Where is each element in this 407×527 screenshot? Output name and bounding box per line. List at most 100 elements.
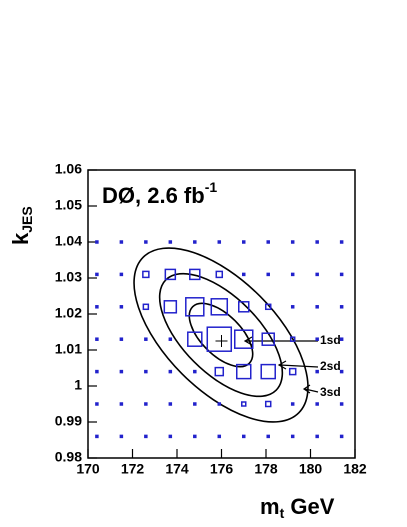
box [119, 272, 124, 277]
box [264, 400, 272, 408]
y-label-sub: JES [19, 206, 35, 232]
y-tick-label: 1.02 [55, 305, 82, 321]
y-label-main: k [8, 232, 33, 245]
box [95, 337, 99, 341]
box [217, 402, 222, 406]
box [168, 369, 173, 374]
box [315, 402, 319, 406]
box [95, 434, 99, 439]
box [266, 434, 270, 439]
contour-label: 3sd [320, 385, 341, 399]
box [290, 402, 295, 406]
box [193, 240, 197, 244]
box [339, 305, 344, 309]
box [163, 300, 178, 314]
box [315, 240, 319, 244]
box [289, 336, 296, 342]
box [242, 272, 246, 277]
contour-3sd [133, 247, 309, 423]
box [214, 366, 225, 377]
arrow-2sd [277, 360, 319, 370]
box [315, 305, 319, 309]
best-fit-marker [215, 335, 228, 347]
box [236, 363, 252, 380]
box [290, 305, 295, 309]
box [142, 303, 150, 311]
box [238, 301, 250, 313]
box [339, 240, 344, 244]
y-tick-label: 1.04 [55, 233, 82, 249]
box [142, 270, 150, 279]
box [119, 402, 124, 406]
x-tick-label: 172 [121, 461, 145, 477]
box [144, 369, 148, 374]
box [261, 332, 275, 346]
box [168, 434, 173, 439]
box [242, 434, 246, 439]
box [168, 402, 173, 406]
x-tick-label: 170 [76, 461, 100, 477]
y-tick-label: 1.06 [55, 161, 82, 177]
box [164, 268, 177, 281]
x-tick-label: 176 [210, 461, 234, 477]
box [119, 369, 124, 374]
box [189, 268, 201, 281]
box [260, 363, 276, 380]
box [241, 401, 247, 407]
box [290, 434, 295, 439]
plot-frame [87, 169, 356, 459]
box [315, 337, 319, 341]
box [193, 402, 197, 406]
box [193, 434, 197, 439]
x-label-rest: GeV [284, 494, 334, 519]
box [95, 240, 99, 244]
box [339, 402, 344, 406]
box [290, 240, 295, 244]
box [217, 240, 222, 244]
box [288, 367, 297, 376]
box [315, 434, 319, 439]
y-tick-label: 1.01 [55, 341, 82, 357]
arrow-1sd [243, 336, 318, 346]
box [315, 272, 319, 277]
box [119, 240, 124, 244]
y-tick-label: 0.98 [55, 449, 82, 465]
box [144, 434, 148, 439]
x-label-sub: t [280, 505, 285, 521]
box [185, 297, 205, 317]
y-axis-label: kJES [8, 206, 35, 245]
box [95, 402, 99, 406]
box [168, 337, 173, 341]
contour-label: 2sd [320, 359, 341, 373]
y-tick-label: 1 [74, 377, 82, 393]
box [217, 434, 222, 439]
box [144, 402, 148, 406]
box [242, 240, 246, 244]
box [206, 326, 233, 352]
box [119, 305, 124, 309]
box [290, 272, 295, 277]
box [187, 331, 203, 347]
contour-arrows [243, 336, 319, 394]
chart-title: DØ, 2.6 fb-1 [102, 179, 217, 208]
box [210, 298, 229, 316]
box [215, 270, 224, 279]
box [234, 329, 254, 349]
box [339, 272, 344, 277]
box [315, 369, 319, 374]
box [95, 272, 99, 277]
x-tick-label: 174 [165, 461, 189, 477]
x-tick-label: 182 [343, 461, 367, 477]
box [119, 337, 124, 341]
box [193, 369, 197, 374]
box [168, 240, 173, 244]
box [266, 240, 270, 244]
box [95, 369, 99, 374]
box [339, 434, 344, 439]
y-tick-label: 0.99 [55, 413, 82, 429]
box [144, 337, 148, 341]
x-axis-label: mt GeV [260, 494, 335, 521]
box [119, 434, 124, 439]
box [95, 305, 99, 309]
